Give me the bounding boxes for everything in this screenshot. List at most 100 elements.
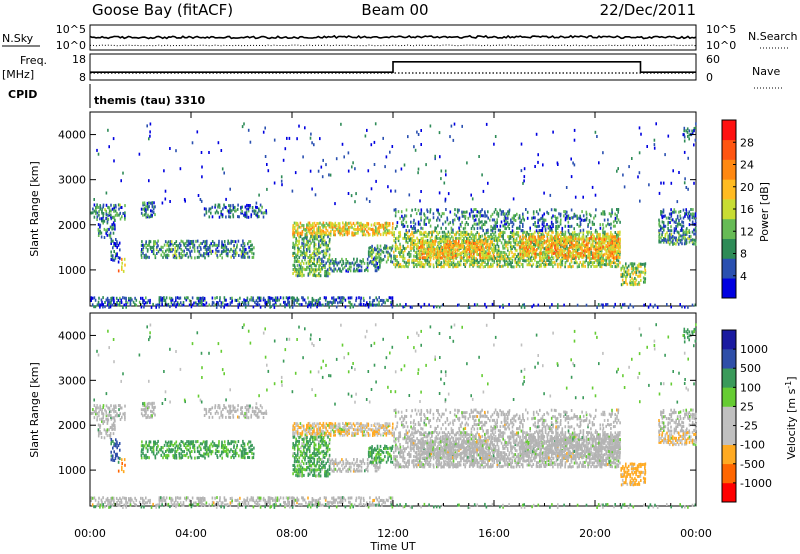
power-cell bbox=[462, 256, 465, 260]
power-cell bbox=[610, 226, 612, 230]
power-cell bbox=[348, 229, 350, 233]
power-cell bbox=[597, 247, 600, 251]
power-cell bbox=[229, 187, 231, 191]
power-cell bbox=[534, 165, 536, 168]
power-cell bbox=[619, 261, 621, 265]
power-cell bbox=[331, 269, 334, 273]
power-cell bbox=[370, 250, 373, 254]
power-cell bbox=[121, 261, 123, 265]
power-cell bbox=[612, 258, 615, 262]
power-cell bbox=[416, 255, 418, 259]
power-cell bbox=[439, 246, 441, 250]
power-cell bbox=[557, 303, 559, 307]
power-cell bbox=[348, 265, 351, 269]
power-cell bbox=[239, 296, 241, 300]
power-cell bbox=[452, 218, 454, 222]
power-cell bbox=[228, 204, 230, 208]
power-cell bbox=[402, 259, 404, 262]
power-cell bbox=[616, 169, 618, 173]
power-cell bbox=[369, 252, 372, 256]
power-cell bbox=[605, 249, 607, 253]
power-cell bbox=[395, 210, 397, 214]
power-cell bbox=[693, 143, 695, 147]
power-cell bbox=[376, 262, 378, 266]
power-cell bbox=[548, 256, 550, 260]
power-cell bbox=[512, 239, 515, 243]
power-cell bbox=[312, 303, 315, 307]
power-cell bbox=[537, 241, 539, 245]
power-cell bbox=[557, 255, 559, 259]
power-cell bbox=[316, 300, 318, 304]
power-cell bbox=[616, 214, 618, 218]
power-cell bbox=[639, 262, 642, 266]
power-cell bbox=[436, 252, 439, 255]
power-cell bbox=[319, 239, 322, 243]
power-cell bbox=[505, 240, 507, 244]
power-cell bbox=[631, 262, 633, 266]
power-cell bbox=[669, 234, 671, 238]
power-cell bbox=[555, 252, 558, 255]
power-cell bbox=[446, 237, 448, 241]
power-cell bbox=[481, 220, 483, 224]
power-cell bbox=[306, 265, 308, 269]
power-cell bbox=[305, 241, 308, 245]
power-cell bbox=[541, 226, 544, 230]
power-cell bbox=[558, 224, 560, 228]
power-cell bbox=[295, 237, 297, 241]
power-cell bbox=[575, 243, 577, 247]
power-cell bbox=[112, 296, 115, 300]
power-cell bbox=[375, 231, 377, 235]
power-cell bbox=[393, 232, 395, 236]
power-cell bbox=[379, 256, 382, 260]
power-cell bbox=[378, 296, 380, 300]
power-cell bbox=[307, 239, 309, 243]
power-cell bbox=[210, 211, 212, 215]
power-cell bbox=[478, 155, 480, 158]
power-cell bbox=[528, 261, 530, 265]
power-cell bbox=[615, 265, 618, 269]
power-cell bbox=[251, 209, 254, 213]
power-cell bbox=[371, 301, 374, 304]
power-cell bbox=[619, 230, 621, 234]
power-cell bbox=[297, 251, 299, 255]
power-cell bbox=[307, 296, 309, 300]
power-cell bbox=[161, 250, 164, 254]
power-cell bbox=[524, 235, 526, 239]
power-cell bbox=[465, 241, 468, 245]
power-cell bbox=[154, 205, 156, 209]
power-cell bbox=[312, 298, 315, 302]
power-cell bbox=[322, 253, 325, 257]
power-cell bbox=[246, 215, 248, 219]
power-cell bbox=[292, 233, 294, 237]
power-cell bbox=[390, 231, 392, 235]
power-cell bbox=[481, 240, 484, 244]
power-cell bbox=[101, 210, 103, 213]
power-cell bbox=[693, 216, 695, 220]
power-cell bbox=[365, 197, 368, 201]
power-cell bbox=[617, 263, 619, 267]
power-cell bbox=[463, 214, 465, 218]
power-cell bbox=[460, 256, 463, 260]
power-cell bbox=[421, 227, 424, 231]
power-cell bbox=[200, 151, 203, 154]
power-cell bbox=[356, 269, 358, 273]
power-cell bbox=[479, 236, 482, 240]
nave-label: Nave bbox=[752, 65, 780, 78]
power-cell bbox=[539, 218, 541, 222]
power-cell bbox=[297, 223, 299, 227]
power-cell bbox=[102, 203, 105, 207]
power-cell bbox=[340, 296, 343, 300]
power-cell bbox=[152, 207, 155, 211]
power-cell bbox=[375, 260, 378, 264]
power-cell bbox=[618, 256, 621, 259]
power-cell bbox=[510, 247, 512, 250]
power-cell bbox=[484, 254, 487, 257]
power-cell bbox=[154, 213, 156, 217]
power-cell bbox=[255, 205, 257, 209]
power-cell bbox=[531, 253, 533, 256]
power-cell bbox=[348, 231, 350, 235]
power-cell bbox=[458, 208, 460, 212]
power-cell bbox=[660, 212, 662, 216]
power-cell bbox=[508, 237, 511, 241]
power-cell bbox=[160, 253, 163, 257]
